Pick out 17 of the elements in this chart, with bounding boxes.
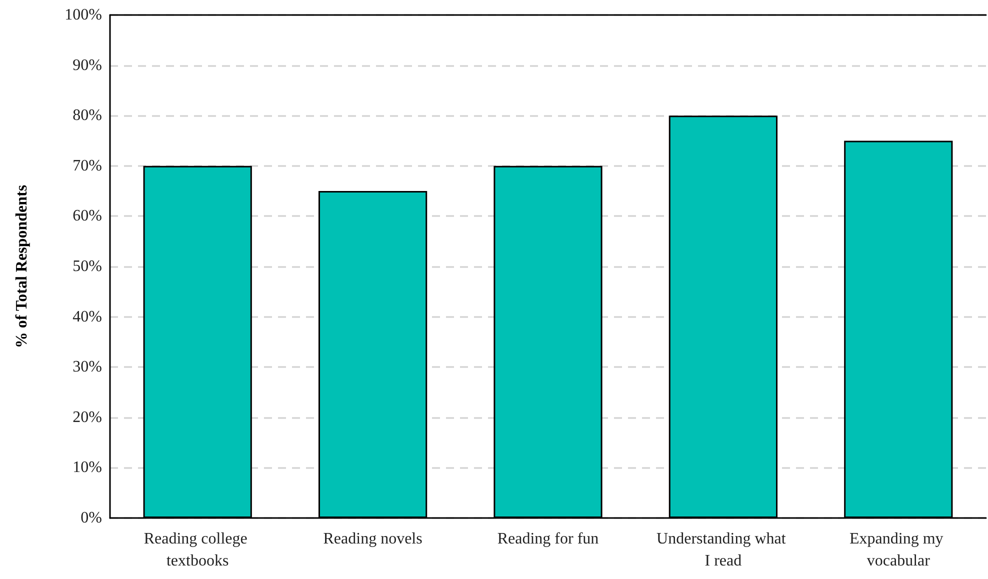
y-tick-label: 40%: [72, 308, 102, 326]
y-tick-label: 20%: [72, 408, 102, 426]
y-axis-title: % of Total Respondents: [14, 184, 30, 348]
x-tick-label: Understanding what I read: [656, 530, 790, 570]
y-tick-label: 90%: [72, 56, 102, 74]
x-tick-label: Expanding my vocabular: [850, 530, 948, 570]
x-tick-label: Reading for fun: [497, 530, 599, 548]
y-tick-label: 60%: [72, 208, 102, 225]
x-tick-label: Reading novels: [323, 530, 422, 548]
y-tick-label: 70%: [72, 157, 102, 174]
y-tick-label: 30%: [72, 358, 102, 376]
y-tick-label: 100%: [64, 6, 102, 24]
y-tick-label: 80%: [72, 107, 102, 124]
y-tick-label: 10%: [72, 459, 102, 476]
y-tick-label: 50%: [72, 258, 102, 275]
y-tick-label: 0%: [80, 510, 102, 526]
x-tick-label: Reading college textbooks: [144, 530, 252, 570]
